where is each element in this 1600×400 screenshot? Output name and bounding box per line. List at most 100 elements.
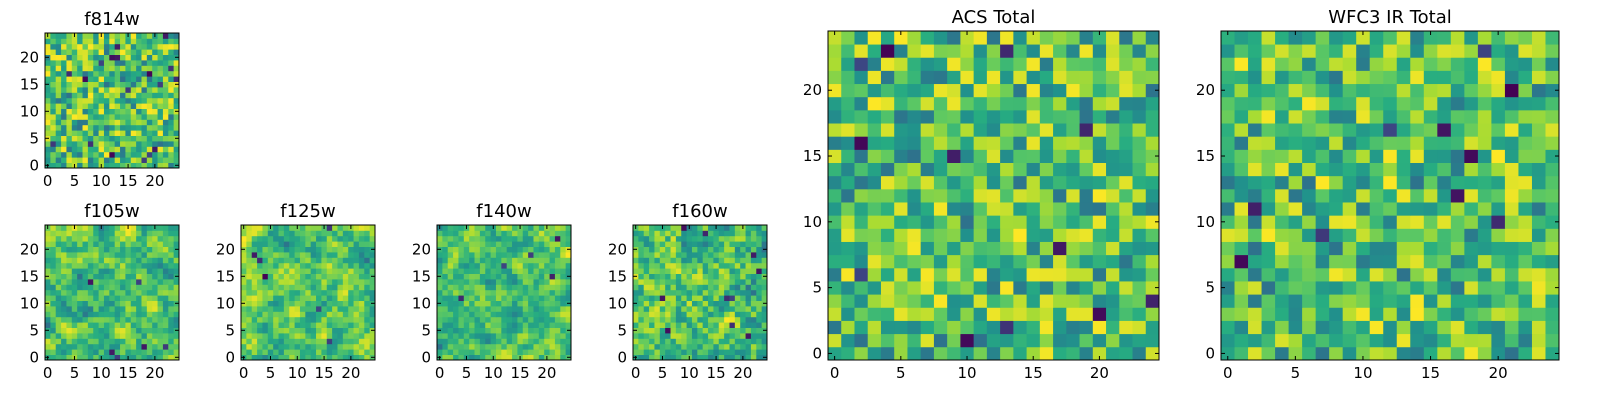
heatmap-cell [141,262,148,269]
heatmap-cell [146,146,153,153]
heatmap-cell [442,322,449,328]
heatmap-cell [1119,307,1133,321]
heatmap-cell [1315,123,1330,137]
heatmap-cell [61,60,67,66]
heatmap-cell [130,92,137,99]
heatmap-cell [469,300,475,307]
heatmap-cell [1106,96,1120,111]
heatmap-cell [659,289,666,296]
heatmap-cell [262,268,269,274]
heatmap-cell [61,135,67,142]
heatmap-cell [1066,346,1080,361]
heatmap-cell [1092,254,1107,269]
heatmap-cell [1066,267,1080,282]
heatmap-cell [880,267,895,282]
heatmap-cell [920,346,935,361]
heatmap-cell [1315,109,1330,124]
heatmap-cell [686,241,693,247]
heatmap-cell [756,230,763,237]
heatmap-cell [565,225,572,231]
heatmap-cell [740,252,746,258]
heatmap-cell [560,225,567,231]
heatmap-cell [168,268,175,274]
heatmap-cell [549,354,556,361]
heatmap-cell [745,333,752,339]
heatmap-cell [71,268,78,274]
heatmap-cell [87,43,94,50]
heatmap-cell [1531,267,1546,282]
heatmap-cell [348,289,354,296]
heatmap-cell [93,43,99,50]
heatmap-cell [447,235,454,242]
heatmap-cell [82,130,89,136]
heatmap-cell [98,262,105,269]
heatmap-cell [152,322,158,328]
heatmap-cell [702,343,709,350]
heatmap-cell [50,284,57,291]
heatmap-cell [299,322,306,328]
heatmap-cell [61,235,67,242]
heatmap-cell [326,300,333,307]
heatmap-cell [894,346,908,361]
heatmap-cell [1053,175,1067,190]
heatmap-cell [638,322,645,328]
heatmap-cell [512,354,518,361]
heatmap-cell [907,307,922,321]
heatmap-cell [267,300,274,307]
x-tick-label: 20 [537,364,556,382]
heatmap-cell [262,322,269,328]
heatmap-cell [1302,44,1317,58]
heatmap-cell [77,322,83,328]
heatmap-cell [146,114,153,120]
heatmap-cell [1545,202,1560,216]
y-tick-label: 0 [617,348,627,366]
heatmap-cell [1450,320,1465,335]
heatmap-cell [1000,162,1014,177]
heatmap-cell [479,316,486,323]
heatmap-cell [369,322,376,328]
heatmap-cell [880,307,895,321]
heatmap-cell [369,257,376,264]
heatmap-cell [745,289,752,296]
heatmap-cell [649,289,655,296]
heatmap-cell [262,230,269,237]
heatmap-cell [1356,320,1371,335]
heatmap-cell [469,230,475,237]
heatmap-cell [61,279,67,285]
heatmap-cell [71,38,78,45]
heatmap-cell [332,246,338,253]
heatmap-cell [289,354,295,361]
heatmap-cell [332,279,338,285]
heatmap-cell [50,289,57,296]
heatmap-cell [1221,215,1235,229]
heatmap-cell [750,327,757,334]
heatmap-cell [45,87,51,93]
heatmap-cell [50,87,57,93]
heatmap-cell [447,268,454,274]
heatmap-cell [267,333,274,339]
heatmap-cell [469,279,475,285]
heatmap-cell [1248,162,1262,177]
heatmap-cell [1026,136,1041,150]
heatmap-cell [130,33,137,39]
heatmap-cell [358,252,365,258]
heatmap-cell [77,316,83,323]
heatmap-cell [538,262,545,269]
heatmap-cell [1053,44,1067,58]
heatmap-cell [162,157,169,163]
heatmap-cell [960,202,975,216]
heatmap-cell [120,135,126,142]
heatmap-cell [756,300,763,307]
heatmap-cell [55,70,62,77]
heatmap-cell [1545,123,1560,137]
heatmap-cell [1437,96,1452,111]
heatmap-cell [241,284,247,291]
heatmap-cell [495,252,502,258]
heatmap-cell [920,123,935,137]
heatmap-cell [1315,320,1330,335]
heatmap-cell [1106,175,1120,190]
heatmap-cell [162,241,169,247]
heatmap-cell [125,311,132,318]
heatmap-cell [93,252,99,258]
heatmap-cell [77,284,83,291]
